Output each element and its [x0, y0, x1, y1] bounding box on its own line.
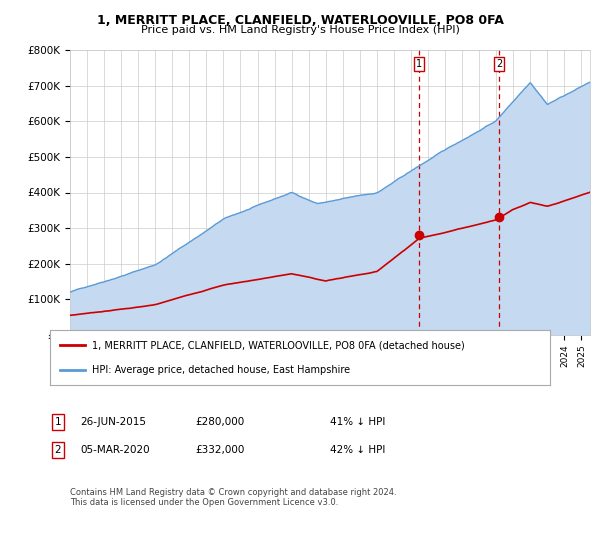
Text: 2: 2 — [55, 445, 61, 455]
Text: 42% ↓ HPI: 42% ↓ HPI — [330, 445, 385, 455]
Text: HPI: Average price, detached house, East Hampshire: HPI: Average price, detached house, East… — [92, 365, 350, 375]
Text: Price paid vs. HM Land Registry's House Price Index (HPI): Price paid vs. HM Land Registry's House … — [140, 25, 460, 35]
Text: 1, MERRITT PLACE, CLANFIELD, WATERLOOVILLE, PO8 0FA: 1, MERRITT PLACE, CLANFIELD, WATERLOOVIL… — [97, 14, 503, 27]
Text: 1: 1 — [55, 417, 61, 427]
Text: 26-JUN-2015: 26-JUN-2015 — [80, 417, 146, 427]
Text: 1, MERRITT PLACE, CLANFIELD, WATERLOOVILLE, PO8 0FA (detached house): 1, MERRITT PLACE, CLANFIELD, WATERLOOVIL… — [92, 340, 465, 351]
Text: Contains HM Land Registry data © Crown copyright and database right 2024.
This d: Contains HM Land Registry data © Crown c… — [70, 488, 397, 507]
Text: £280,000: £280,000 — [195, 417, 244, 427]
Text: £332,000: £332,000 — [195, 445, 244, 455]
Text: 41% ↓ HPI: 41% ↓ HPI — [330, 417, 385, 427]
Text: 2: 2 — [496, 59, 502, 69]
Text: 05-MAR-2020: 05-MAR-2020 — [80, 445, 149, 455]
Text: 1: 1 — [416, 59, 422, 69]
